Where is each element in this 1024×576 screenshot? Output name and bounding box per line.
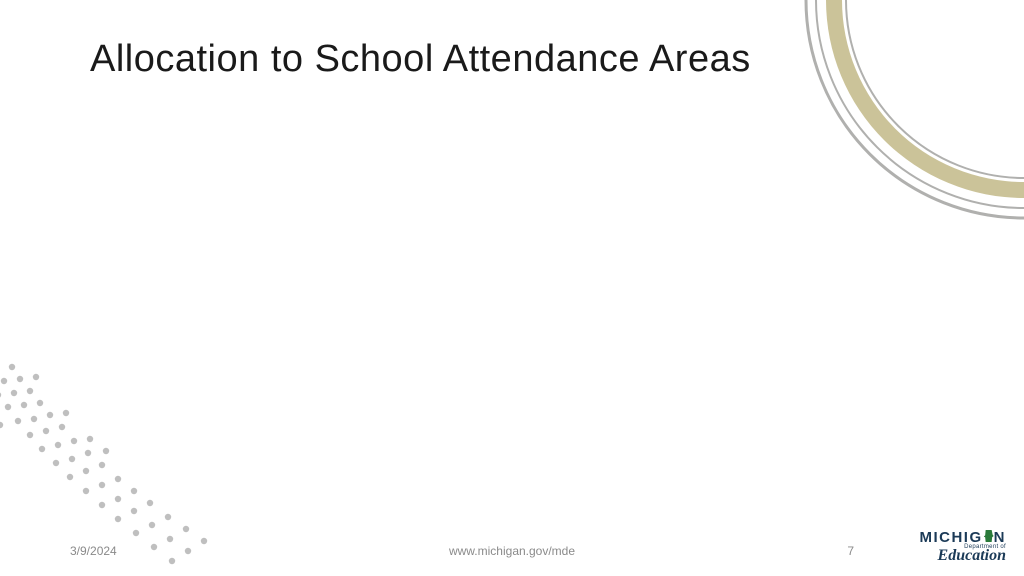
logo-text-michig: MICHIG (919, 529, 982, 546)
logo-education: Education (919, 548, 1006, 564)
logo-text-n: N (994, 529, 1006, 546)
michigan-mitten-icon (984, 530, 994, 542)
footer-url: www.michigan.gov/mde (449, 544, 575, 558)
michigan-education-logo: MICHIGN Department of Education (919, 530, 1006, 564)
slide-title: Allocation to School Attendance Areas (90, 38, 964, 81)
slide: Allocation to School Attendance Areas (0, 0, 1024, 576)
footer-page-number: 7 (847, 544, 854, 558)
footer-date: 3/9/2024 (70, 544, 117, 558)
corner-rings-decoration (804, 0, 1024, 220)
slide-footer: 3/9/2024 www.michigan.gov/mde 7 (0, 534, 1024, 558)
logo-wordmark-line1: MICHIG N (919, 530, 1006, 545)
